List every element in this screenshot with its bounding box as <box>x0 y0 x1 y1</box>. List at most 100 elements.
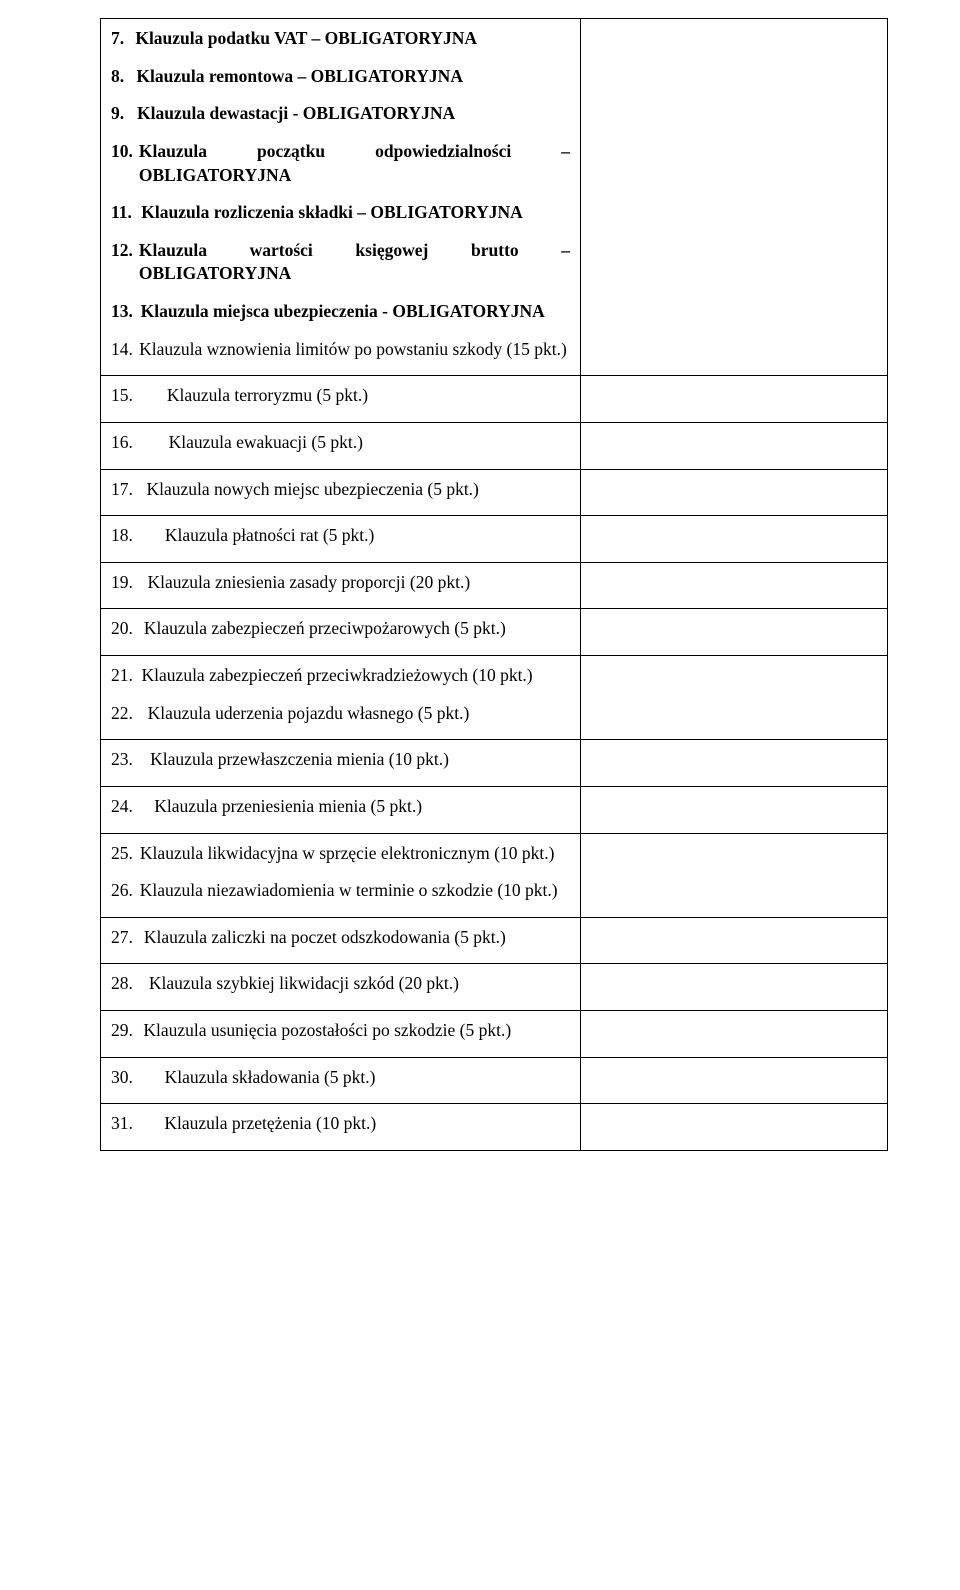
clause-text: Klauzula usunięcia pozostałości po szkod… <box>143 1019 570 1043</box>
clause-number: 14. <box>111 338 139 362</box>
clause-number: 25. <box>111 842 140 866</box>
clause-item: 12.Klauzula wartości księgowej brutto – … <box>111 239 570 286</box>
clause-number: 13. <box>111 300 141 324</box>
clause-text: Klauzula uderzenia pojazdu własnego (5 p… <box>148 702 570 726</box>
clause-cell: 24.Klauzula przeniesienia mienia (5 pkt.… <box>101 786 581 833</box>
clause-cell: 28.Klauzula szybkiej likwidacji szkód (2… <box>101 964 581 1011</box>
clause-text: Klauzula nowych miejsc ubezpieczenia (5 … <box>147 478 571 502</box>
clause-item: 15.Klauzula terroryzmu (5 pkt.) <box>111 384 570 408</box>
clause-number: 7. <box>111 27 135 51</box>
clause-text: Klauzula dewastacji - OBLIGATORYJNA <box>137 102 570 126</box>
clause-number: 22. <box>111 702 148 726</box>
clause-number: 24. <box>111 795 154 819</box>
table-row: 21.Klauzula zabezpieczeń przeciwkradzież… <box>101 656 888 740</box>
clause-item: 28.Klauzula szybkiej likwidacji szkód (2… <box>111 972 570 996</box>
clause-cell: 27.Klauzula zaliczki na poczet odszkodow… <box>101 917 581 964</box>
clause-number: 11. <box>111 201 141 225</box>
clause-item: 13.Klauzula miejsca ubezpieczenia - OBLI… <box>111 300 570 324</box>
empty-cell <box>581 469 888 516</box>
clause-number: 10. <box>111 140 139 187</box>
table-row: 15.Klauzula terroryzmu (5 pkt.) <box>101 376 888 423</box>
table-row: 23.Klauzula przewłaszczenia mienia (10 p… <box>101 740 888 787</box>
clause-text: Klauzula zaliczki na poczet odszkodowani… <box>144 926 570 950</box>
clause-text: Klauzula terroryzmu (5 pkt.) <box>167 384 570 408</box>
empty-cell <box>581 19 888 376</box>
clause-cell: 25.Klauzula likwidacyjna w sprzęcie elek… <box>101 833 581 917</box>
table-row: 29.Klauzula usunięcia pozostałości po sz… <box>101 1011 888 1058</box>
clause-item: 22.Klauzula uderzenia pojazdu własnego (… <box>111 702 570 726</box>
clause-text: Klauzula rozliczenia składki – OBLIGATOR… <box>141 201 570 225</box>
empty-cell <box>581 1011 888 1058</box>
clause-item: 8.Klauzula remontowa – OBLIGATORYJNA <box>111 65 570 89</box>
empty-cell <box>581 1057 888 1104</box>
table-row: 25.Klauzula likwidacyjna w sprzęcie elek… <box>101 833 888 917</box>
empty-cell <box>581 917 888 964</box>
clause-item: 17.Klauzula nowych miejsc ubezpieczenia … <box>111 478 570 502</box>
clause-item: 23.Klauzula przewłaszczenia mienia (10 p… <box>111 748 570 772</box>
clause-text: Klauzula miejsca ubezpieczenia - OBLIGAT… <box>141 300 570 324</box>
clause-item: 26.Klauzula niezawiadomienia w terminie … <box>111 879 570 903</box>
clause-item: 20.Klauzula zabezpieczeń przeciwpożarowy… <box>111 617 570 641</box>
clause-item: 11.Klauzula rozliczenia składki – OBLIGA… <box>111 201 570 225</box>
clause-cell: 29.Klauzula usunięcia pozostałości po sz… <box>101 1011 581 1058</box>
empty-cell <box>581 964 888 1011</box>
clause-text: Klauzula likwidacyjna w sprzęcie elektro… <box>140 842 570 866</box>
table-row: 27.Klauzula zaliczki na poczet odszkodow… <box>101 917 888 964</box>
empty-cell <box>581 376 888 423</box>
table-row: 24.Klauzula przeniesienia mienia (5 pkt.… <box>101 786 888 833</box>
clause-number: 19. <box>111 571 148 595</box>
table-row: 28.Klauzula szybkiej likwidacji szkód (2… <box>101 964 888 1011</box>
clause-text: Klauzula płatności rat (5 pkt.) <box>165 524 570 548</box>
empty-cell <box>581 422 888 469</box>
clause-number: 27. <box>111 926 144 950</box>
clause-number: 12. <box>111 239 139 286</box>
clause-item: 24.Klauzula przeniesienia mienia (5 pkt.… <box>111 795 570 819</box>
clause-item: 18.Klauzula płatności rat (5 pkt.) <box>111 524 570 548</box>
clause-item: 29.Klauzula usunięcia pozostałości po sz… <box>111 1019 570 1043</box>
clause-number: 21. <box>111 664 142 688</box>
table-row: 18.Klauzula płatności rat (5 pkt.) <box>101 516 888 563</box>
clause-item: 25.Klauzula likwidacyjna w sprzęcie elek… <box>111 842 570 866</box>
clause-text: Klauzula wznowienia limitów po powstaniu… <box>139 338 570 362</box>
clause-cell: 30.Klauzula składowania (5 pkt.) <box>101 1057 581 1104</box>
table-row: 17.Klauzula nowych miejsc ubezpieczenia … <box>101 469 888 516</box>
empty-cell <box>581 656 888 740</box>
table-row: 31.Klauzula przetężenia (10 pkt.) <box>101 1104 888 1151</box>
clause-text: Klauzula składowania (5 pkt.) <box>165 1066 570 1090</box>
clause-cell: 15.Klauzula terroryzmu (5 pkt.) <box>101 376 581 423</box>
clause-number: 18. <box>111 524 165 548</box>
clause-text: Klauzula początku odpowiedzialności – OB… <box>139 140 570 187</box>
empty-cell <box>581 833 888 917</box>
clause-cell: 17.Klauzula nowych miejsc ubezpieczenia … <box>101 469 581 516</box>
table-row: 7.Klauzula podatku VAT – OBLIGATORYJNA 8.… <box>101 19 888 376</box>
empty-cell <box>581 516 888 563</box>
clause-item: 7.Klauzula podatku VAT – OBLIGATORYJNA <box>111 27 570 51</box>
clause-text: Klauzula zniesienia zasady proporcji (20… <box>148 571 571 595</box>
clause-item: 9.Klauzula dewastacji - OBLIGATORYJNA <box>111 102 570 126</box>
clause-item: 14.Klauzula wznowienia limitów po powsta… <box>111 338 570 362</box>
clauses-table: 7.Klauzula podatku VAT – OBLIGATORYJNA 8.… <box>100 18 888 1151</box>
empty-cell <box>581 1104 888 1151</box>
clause-number: 20. <box>111 617 144 641</box>
clause-number: 28. <box>111 972 149 996</box>
clause-cell: 7.Klauzula podatku VAT – OBLIGATORYJNA 8.… <box>101 19 581 376</box>
empty-cell <box>581 786 888 833</box>
clause-number: 16. <box>111 431 169 455</box>
clause-number: 31. <box>111 1112 164 1136</box>
clause-text: Klauzula zabezpieczeń przeciwkradzieżowy… <box>142 664 571 688</box>
clause-text: Klauzula remontowa – OBLIGATORYJNA <box>136 65 570 89</box>
empty-cell <box>581 562 888 609</box>
clause-number: 8. <box>111 65 136 89</box>
clause-cell: 20.Klauzula zabezpieczeń przeciwpożarowy… <box>101 609 581 656</box>
clause-text: Klauzula podatku VAT – OBLIGATORYJNA <box>135 27 570 51</box>
clause-cell: 31.Klauzula przetężenia (10 pkt.) <box>101 1104 581 1151</box>
clause-item: 21.Klauzula zabezpieczeń przeciwkradzież… <box>111 664 570 688</box>
clause-item: 16.Klauzula ewakuacji (5 pkt.) <box>111 431 570 455</box>
empty-cell <box>581 740 888 787</box>
clause-text: Klauzula szybkiej likwidacji szkód (20 p… <box>149 972 570 996</box>
clause-text: Klauzula zabezpieczeń przeciwpożarowych … <box>144 617 570 641</box>
table-row: 30.Klauzula składowania (5 pkt.) <box>101 1057 888 1104</box>
clause-item: 30.Klauzula składowania (5 pkt.) <box>111 1066 570 1090</box>
clause-cell: 21.Klauzula zabezpieczeń przeciwkradzież… <box>101 656 581 740</box>
clause-number: 26. <box>111 879 140 903</box>
